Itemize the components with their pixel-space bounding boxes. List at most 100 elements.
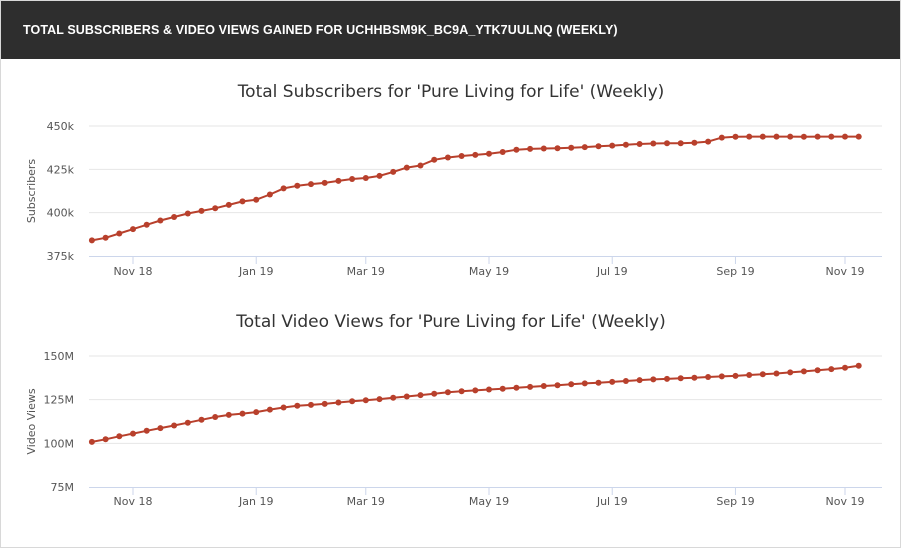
data-point (828, 133, 835, 140)
data-point (513, 146, 520, 153)
data-point (130, 430, 136, 437)
charts-area: Total Subscribers for 'Pure Living for L… (25, 82, 882, 508)
data-point (705, 138, 712, 145)
data-point (814, 133, 821, 140)
data-point (362, 397, 369, 404)
data-point (458, 388, 465, 395)
data-point (444, 154, 451, 161)
y-tick-label: 400k (47, 207, 75, 220)
data-point (691, 139, 698, 146)
y-tick-label: 375k (47, 250, 75, 263)
data-point (486, 386, 492, 393)
x-tick-label: Mar 19 (347, 265, 385, 278)
y-tick-label: 100M (44, 437, 75, 450)
data-point (116, 230, 123, 237)
data-point (705, 374, 712, 380)
data-point (376, 396, 383, 403)
data-point (266, 191, 273, 198)
y-axis-label: Subscribers (25, 159, 38, 224)
data-point (212, 414, 219, 420)
data-point (130, 226, 136, 233)
data-point (746, 133, 753, 140)
data-point (842, 364, 848, 371)
data-point (431, 156, 438, 163)
data-point (253, 409, 260, 416)
data-point (225, 411, 232, 418)
data-point (650, 140, 657, 147)
data-point (499, 385, 506, 392)
data-point (294, 182, 301, 189)
data-point (718, 134, 725, 141)
data-point (568, 381, 575, 388)
data-point (143, 221, 150, 228)
data-point (581, 380, 588, 387)
data-point (677, 140, 684, 147)
y-tick-label: 450k (47, 120, 75, 133)
data-point (403, 393, 410, 400)
chart-1: Total Video Views for 'Pure Living for L… (25, 312, 882, 508)
data-point (308, 181, 314, 188)
y-tick-label: 125M (44, 394, 75, 407)
data-point (773, 133, 780, 140)
data-point (842, 133, 848, 140)
data-point (800, 133, 807, 140)
data-point (280, 185, 287, 192)
data-point (458, 153, 465, 159)
data-point (828, 366, 835, 373)
data-point (88, 237, 95, 244)
data-point (417, 392, 424, 399)
x-tick-label: Jan 19 (238, 495, 273, 508)
data-point (472, 151, 479, 158)
x-tick-label: Nov 18 (114, 495, 153, 508)
data-point (266, 406, 273, 413)
panel-title: TOTAL SUBSCRIBERS & VIDEO VIEWS GAINED F… (23, 23, 618, 37)
data-point (335, 177, 342, 184)
data-point (773, 370, 780, 377)
data-point (664, 140, 670, 147)
data-point (568, 144, 575, 151)
data-point (212, 205, 219, 212)
data-point (321, 179, 328, 186)
data-point (595, 143, 602, 150)
data-point (198, 207, 205, 214)
data-point (636, 377, 643, 384)
data-point (403, 164, 410, 171)
data-point (581, 144, 588, 151)
data-point (855, 362, 862, 369)
data-point (732, 372, 739, 379)
data-point (184, 419, 191, 426)
x-tick-label: Jan 19 (238, 265, 273, 278)
data-point (677, 375, 684, 382)
data-point (787, 369, 794, 376)
data-point (622, 141, 629, 148)
data-point (198, 416, 205, 423)
data-point (609, 378, 616, 385)
data-point (513, 384, 520, 391)
x-tick-label: Mar 19 (347, 495, 385, 508)
data-point (787, 133, 794, 140)
data-point (362, 175, 369, 181)
data-point (759, 133, 766, 140)
data-point (88, 438, 95, 445)
data-point (486, 150, 492, 157)
y-tick-label: 425k (47, 163, 75, 176)
data-point (417, 162, 424, 169)
data-point (609, 142, 616, 149)
y-tick-label: 75M (51, 481, 75, 494)
y-tick-label: 150M (44, 350, 75, 363)
data-point (855, 133, 862, 140)
data-point (376, 172, 383, 179)
data-point (102, 234, 109, 241)
x-tick-label: Sep 19 (716, 265, 754, 278)
data-point (814, 367, 821, 374)
data-point (390, 394, 397, 401)
data-point (554, 382, 561, 389)
data-point (622, 378, 629, 384)
data-point (650, 376, 657, 383)
data-point (184, 210, 191, 217)
data-point (746, 372, 753, 378)
data-point (143, 427, 150, 434)
data-point (718, 373, 725, 380)
data-point (335, 399, 342, 406)
